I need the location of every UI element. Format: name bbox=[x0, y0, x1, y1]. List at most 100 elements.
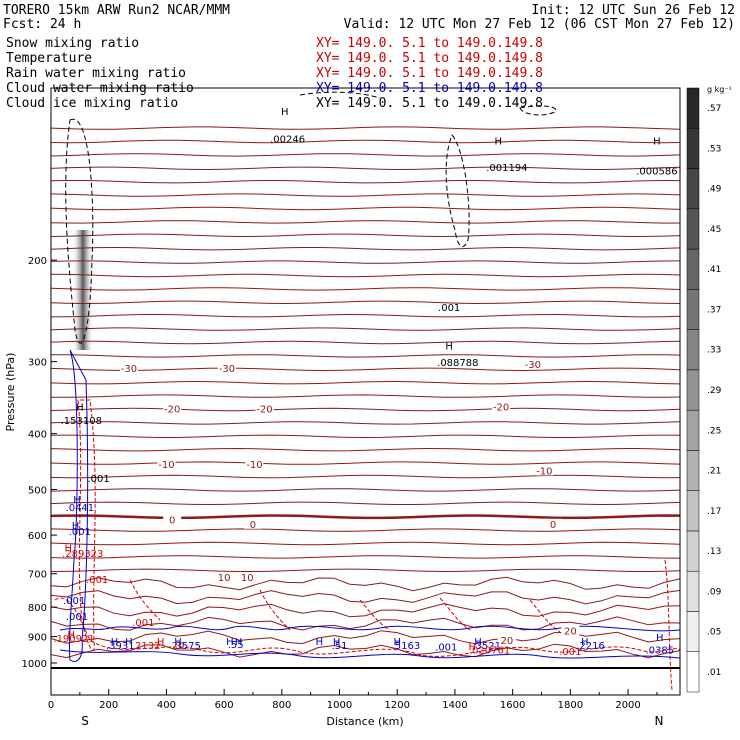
temperature-label-bg bbox=[218, 362, 237, 373]
value-labels: -30 -30 -30 -20 -20 -20 -10 -10 -10 0 0 0 10 10 20 20 .1… bbox=[53, 134, 677, 657]
cloud-water-contour bbox=[59, 649, 680, 659]
contour-value-label: .00246 bbox=[270, 134, 305, 145]
valid-time: Valid: 12 UTC Mon 27 Feb 12 (06 CST Mon … bbox=[344, 17, 735, 32]
legend-xy-temperature: XY= 149.0. 5.1 to 149.0.149.8 bbox=[316, 51, 543, 66]
legend-name-snow: Snow mixing ratio bbox=[6, 36, 139, 51]
maximum-marker: H bbox=[281, 107, 289, 118]
colorbar-label: .01 bbox=[707, 668, 721, 678]
isotherm bbox=[51, 407, 680, 412]
isotherm bbox=[51, 541, 680, 546]
contour-value-label: .3575 bbox=[172, 641, 201, 652]
colorbar-swatch bbox=[686, 369, 700, 411]
isotherm bbox=[51, 367, 680, 372]
temperature-label-bg bbox=[163, 403, 182, 414]
temperature-label-bg bbox=[523, 358, 542, 369]
zero-isotherm bbox=[51, 514, 680, 520]
maximum-marker: H bbox=[445, 342, 453, 353]
legend-xy-cloud-ice: XY= 149.0. 5.1 to 149.0.149.8 bbox=[316, 96, 543, 111]
isotherm bbox=[51, 260, 680, 264]
maximum-marker: H bbox=[316, 637, 324, 648]
y-tick-label: 500 bbox=[28, 485, 47, 496]
legend-name-cloud-ice: Cloud ice mixing ratio bbox=[6, 96, 178, 111]
temperature-label-bg bbox=[535, 465, 554, 476]
colorbar-unit: g kg⁻¹ bbox=[707, 85, 732, 94]
colorbar-label: .45 bbox=[707, 225, 721, 235]
contour-value-label: .001194 bbox=[486, 163, 527, 174]
contour-value-label: 20 bbox=[172, 641, 185, 652]
isotherm bbox=[51, 589, 680, 605]
colorbar-swatch bbox=[686, 651, 700, 693]
colorbar-swatch bbox=[686, 490, 700, 532]
contour-value-label: .001 bbox=[86, 575, 108, 586]
rain-contour bbox=[77, 399, 96, 651]
y-tick-label: 900 bbox=[28, 633, 47, 644]
contour-value-label: .5163 bbox=[392, 641, 421, 652]
colorbar-swatch bbox=[686, 570, 700, 612]
isotherm bbox=[51, 300, 680, 305]
isotherm bbox=[51, 153, 680, 157]
contour-value-label: .0385 bbox=[645, 645, 674, 656]
temperature-label-bg bbox=[157, 458, 176, 469]
temperature-label-bg bbox=[163, 514, 182, 525]
temperature-label: -30 bbox=[121, 364, 137, 375]
rain-contour bbox=[664, 559, 673, 691]
maximum-marker: H bbox=[65, 543, 73, 554]
colorbar-label: .41 bbox=[707, 265, 721, 275]
contour-value-label: .2216 bbox=[576, 641, 605, 652]
temperature-label: -20 bbox=[493, 403, 509, 414]
isotherm bbox=[51, 394, 680, 398]
x-tick-label: 1000 bbox=[327, 700, 352, 711]
maximum-marker: H bbox=[235, 637, 243, 648]
maximum-marker: H bbox=[76, 403, 84, 414]
contour-value-label: .001 bbox=[435, 643, 457, 654]
header: TORERO 15km ARW Run2 NCAR/MMM Init: 12 U… bbox=[3, 3, 735, 32]
maximum-marker: H bbox=[157, 637, 165, 648]
temperature-label-bg bbox=[215, 572, 234, 583]
colorbar-swatch bbox=[686, 248, 700, 290]
colorbar-swatch bbox=[686, 128, 700, 169]
contour-value-label: .2132 bbox=[132, 641, 161, 652]
colorbar-label: .29 bbox=[707, 386, 722, 396]
isotherm bbox=[51, 340, 680, 345]
y-tick-label: 300 bbox=[28, 358, 47, 369]
colorbar-label: .13 bbox=[707, 547, 721, 557]
contour-value-label: .3931 bbox=[106, 641, 135, 652]
colorbar-label: .57 bbox=[707, 104, 721, 114]
colorbar-swatch bbox=[686, 168, 700, 210]
temperature-label: -10 bbox=[158, 460, 174, 471]
contour-value-label: .001 bbox=[132, 618, 154, 629]
y-tick-label: 700 bbox=[28, 570, 47, 581]
isotherm bbox=[51, 568, 680, 573]
isotherm bbox=[51, 461, 680, 465]
x-axis-label: Distance (km) bbox=[326, 715, 403, 728]
temperature-label: -30 bbox=[219, 364, 235, 375]
colorbar-label: .09 bbox=[707, 587, 722, 597]
y-tick-label: 400 bbox=[28, 430, 47, 441]
isotherm bbox=[51, 287, 680, 291]
left-endpoint-label: S bbox=[81, 714, 89, 728]
y-axis: 200 300 400 500 600 700 800 900 1000 bbox=[22, 256, 57, 670]
rain-contours bbox=[54, 399, 680, 691]
isotherm bbox=[51, 528, 680, 532]
maximum-marker: H bbox=[653, 136, 661, 147]
temperature-label-bg bbox=[238, 572, 257, 583]
contour-value-label: .001 bbox=[438, 303, 460, 314]
init-time: Init: 12 UTC Sun 26 Feb 12 bbox=[532, 3, 736, 18]
colorbar-swatch bbox=[686, 611, 700, 652]
isotherm bbox=[51, 434, 680, 439]
colorbar-label: .25 bbox=[707, 426, 721, 436]
plot-contents bbox=[51, 91, 680, 691]
isotherm bbox=[51, 354, 680, 358]
temperature-label-bg bbox=[497, 635, 516, 646]
contour-value-label: .0441 bbox=[66, 503, 95, 514]
colorbar: g kg⁻¹ .01 .05 .09 .13 .17 .21 .25 .29 .33 .37 .41… bbox=[686, 85, 732, 693]
isotherm bbox=[51, 273, 680, 278]
x-tick-label: 400 bbox=[157, 700, 176, 711]
snow-shading bbox=[72, 230, 94, 350]
cloud-water-contour bbox=[68, 349, 89, 662]
x-tick-label: 1800 bbox=[558, 700, 583, 711]
maximum-marker: H bbox=[67, 630, 75, 641]
temperature-label: 10 bbox=[241, 573, 254, 584]
x-tick-label: 2000 bbox=[615, 700, 640, 711]
